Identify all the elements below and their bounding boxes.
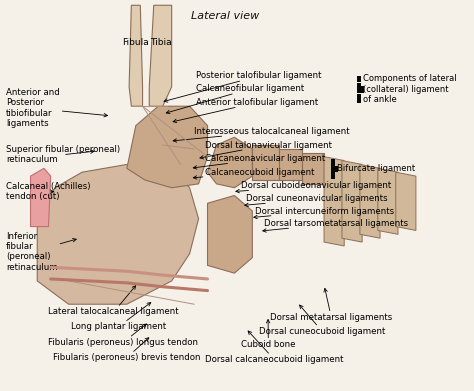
Text: Lateral view: Lateral view [191,11,260,21]
Text: Calcaneal (Achilles)
tendon (cut): Calcaneal (Achilles) tendon (cut) [6,182,91,201]
Text: Fibula: Fibula [122,38,149,47]
Polygon shape [360,165,380,238]
Polygon shape [324,157,344,246]
Text: Anterior and
Posterior
tibiofibular
ligaments: Anterior and Posterior tibiofibular liga… [6,88,108,128]
Text: Anterior talofibular ligament: Anterior talofibular ligament [173,98,319,123]
Text: Calcaneocuboid ligament: Calcaneocuboid ligament [193,168,315,179]
Text: Components of lateral
(collateral) ligament
of ankle: Components of lateral (collateral) ligam… [364,74,457,104]
Text: Dorsal intercuneiform ligaments: Dorsal intercuneiform ligaments [254,206,394,219]
Text: Calcaneofibular ligament: Calcaneofibular ligament [166,84,305,114]
Polygon shape [342,161,362,242]
Polygon shape [252,145,279,180]
Polygon shape [279,149,301,180]
Text: Calcaneonavicular ligament: Calcaneonavicular ligament [193,154,326,169]
Polygon shape [396,172,416,230]
Polygon shape [208,196,252,273]
Polygon shape [149,5,172,106]
Polygon shape [30,168,51,226]
Text: Tibia: Tibia [150,38,171,47]
Polygon shape [129,5,143,106]
Text: Dorsal cuneocuboid ligament: Dorsal cuneocuboid ligament [259,305,385,336]
Text: Dorsal talonavicular ligament: Dorsal talonavicular ligament [200,140,332,159]
Text: Superior fibular (peroneal)
retinaculum: Superior fibular (peroneal) retinaculum [6,145,120,165]
Text: Posterior talofibular ligament: Posterior talofibular ligament [164,72,322,102]
Text: Dorsal calcaneocuboid ligament: Dorsal calcaneocuboid ligament [205,331,344,364]
Text: Dorsal tarsometatarsal ligaments: Dorsal tarsometatarsal ligaments [263,219,408,232]
Text: Interosseous talocalcaneal ligament: Interosseous talocalcaneal ligament [173,127,350,142]
Polygon shape [208,137,252,188]
Text: Dorsal cuboideonavicular ligament: Dorsal cuboideonavicular ligament [236,181,392,193]
Text: Lateral talocalcaneal ligament: Lateral talocalcaneal ligament [48,286,179,316]
Text: Inferior
fibular
(peroneal)
retinaculum: Inferior fibular (peroneal) retinaculum [6,232,76,272]
Polygon shape [378,168,398,234]
Text: Bifurcate ligament: Bifurcate ligament [337,164,416,173]
Polygon shape [301,153,324,184]
Text: Fibularis (peroneus) brevis tendon: Fibularis (peroneus) brevis tendon [53,338,201,362]
Text: Dorsal metatarsal ligaments: Dorsal metatarsal ligaments [270,289,392,322]
Text: Fibularis (peroneus) longus tendon: Fibularis (peroneus) longus tendon [48,324,199,347]
Polygon shape [127,106,208,188]
Text: Long plantar ligament: Long plantar ligament [71,303,166,331]
Text: Dorsal cuneonavicular ligaments: Dorsal cuneonavicular ligaments [245,194,387,207]
Polygon shape [37,165,199,304]
Text: Cuboid bone: Cuboid bone [241,319,296,350]
